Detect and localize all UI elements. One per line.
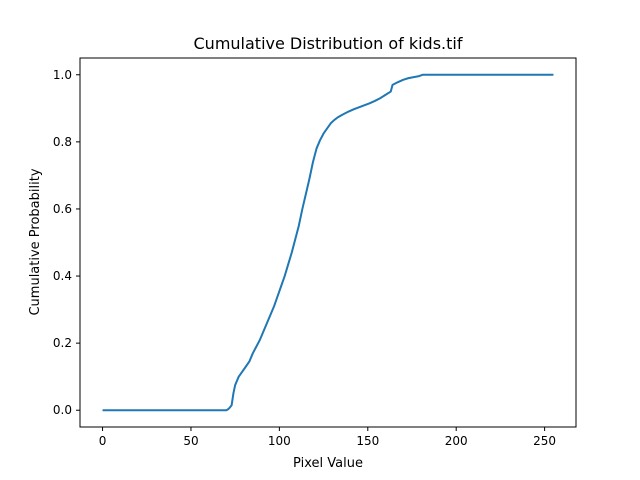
chart-title: Cumulative Distribution of kids.tif [194,34,463,53]
y-tick-label: 0.8 [53,135,72,149]
x-tick-label: 250 [533,434,556,448]
y-tick-label: 0.2 [53,336,72,350]
x-tick-label: 50 [183,434,198,448]
x-tick-label: 0 [99,434,107,448]
series-line [102,73,554,412]
x-tick-label: 200 [445,434,468,448]
plot-area: 0 50 100 150 200 250 0.0 0.2 0.4 0.6 0.8 1.0 [53,57,577,448]
y-tick-label: 0.4 [53,269,72,283]
x-axis-ticks: 0 50 100 150 200 250 [99,427,556,448]
axes-frame [79,57,577,428]
x-tick-label: 100 [268,434,291,448]
y-axis-ticks: 0.0 0.2 0.4 0.6 0.8 1.0 [53,68,80,417]
y-tick-label: 1.0 [53,68,72,82]
x-tick-label: 150 [356,434,379,448]
x-axis-label: Pixel Value [293,456,363,471]
y-tick-label: 0.6 [53,202,72,216]
y-axis-label: Cumulative Probability [28,168,43,315]
y-tick-label: 0.0 [53,403,72,417]
